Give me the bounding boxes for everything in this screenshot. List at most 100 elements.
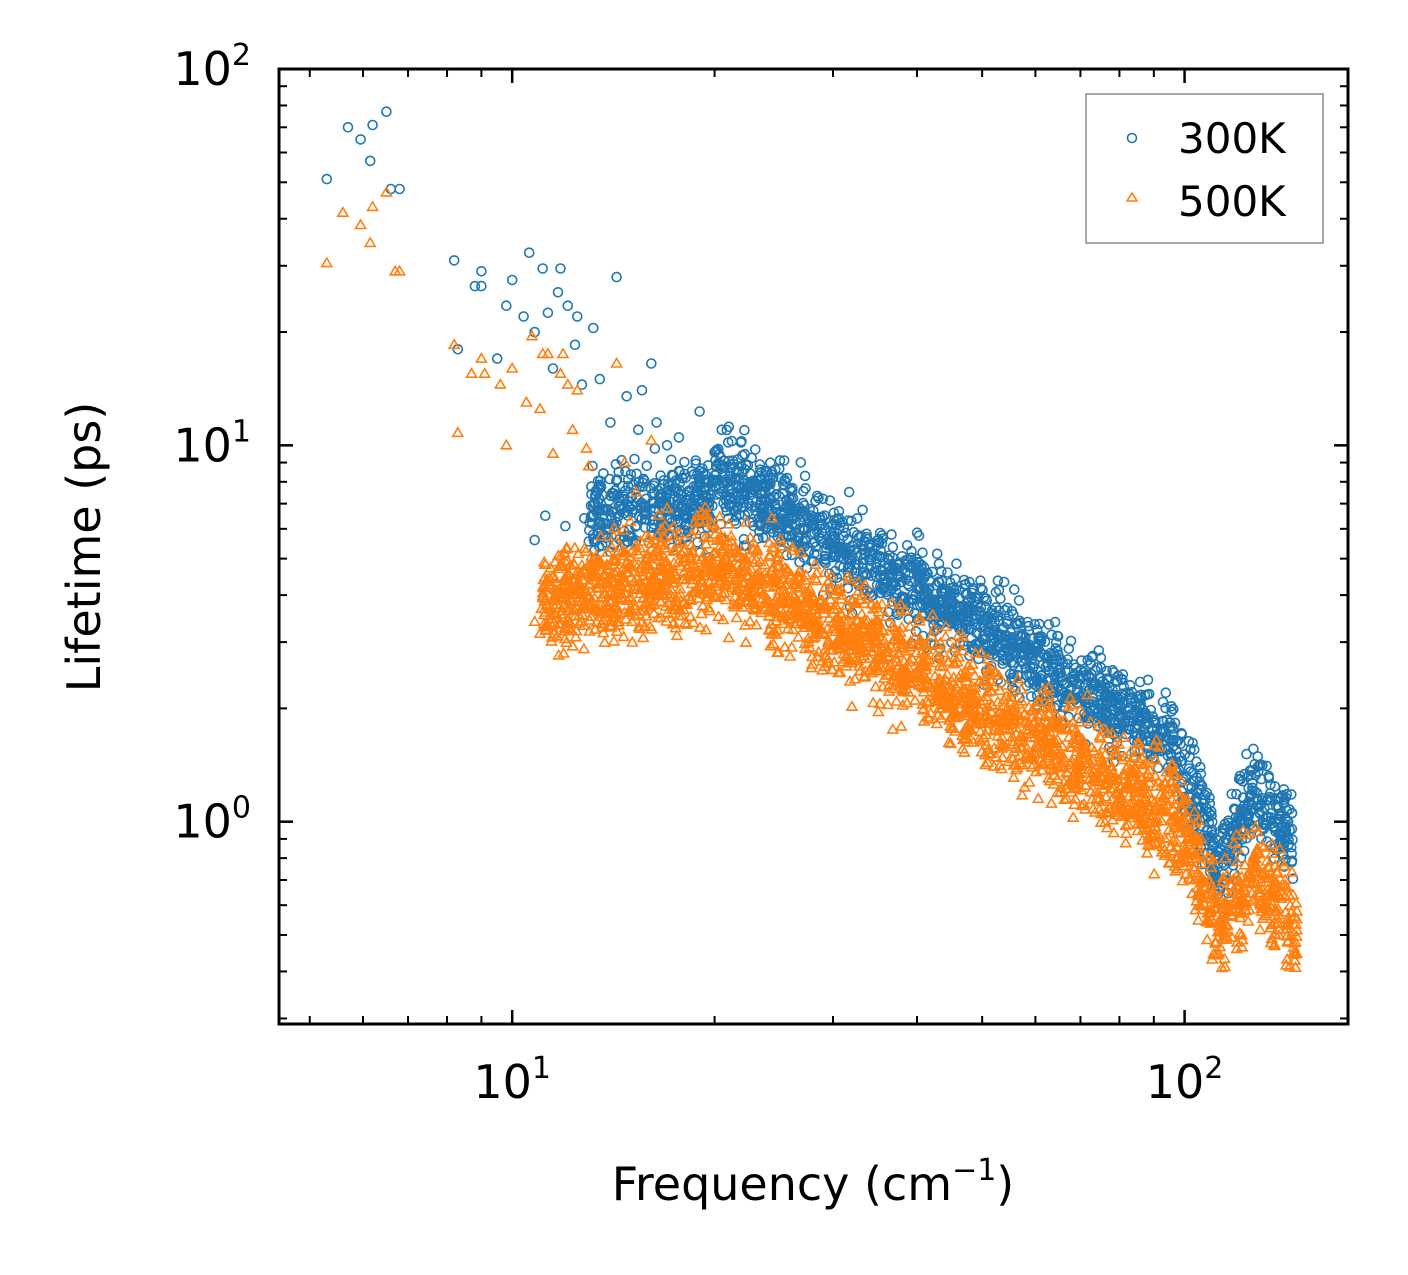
point-500k xyxy=(363,236,377,248)
point-500k xyxy=(927,622,941,634)
point-500k xyxy=(550,587,563,599)
point-500k xyxy=(1119,819,1133,831)
point-300k xyxy=(963,623,975,635)
point-500k xyxy=(770,553,784,565)
point-300k xyxy=(1083,694,1094,706)
point-500k xyxy=(692,584,706,596)
point-500k xyxy=(1214,912,1228,924)
point-300k xyxy=(981,595,993,607)
point-500k xyxy=(979,674,993,685)
point-300k xyxy=(859,548,870,559)
point-500k xyxy=(1081,688,1094,700)
point-500k xyxy=(684,610,697,622)
point-300k xyxy=(662,478,674,490)
point-500k xyxy=(582,459,596,471)
point-500k xyxy=(855,607,869,619)
point-500k xyxy=(835,588,849,600)
point-500k xyxy=(1288,948,1301,959)
point-500k xyxy=(737,557,751,569)
point-500k xyxy=(983,667,997,679)
point-500k xyxy=(1002,723,1016,735)
point-500k xyxy=(778,595,792,607)
point-500k xyxy=(1230,942,1244,954)
point-300k xyxy=(1204,807,1215,819)
point-500k xyxy=(857,670,871,682)
point-300k xyxy=(613,466,625,478)
point-300k xyxy=(587,322,599,334)
point-500k xyxy=(947,671,961,682)
point-500k xyxy=(768,602,781,614)
point-300k xyxy=(1252,801,1263,813)
point-500k xyxy=(699,537,713,549)
point-500k xyxy=(478,367,491,378)
point-500k xyxy=(939,630,952,642)
point-300k xyxy=(993,642,1005,653)
point-500k xyxy=(915,671,929,682)
point-500k xyxy=(831,611,844,623)
point-500k xyxy=(575,558,589,570)
point-300k xyxy=(1008,584,1020,595)
point-500k xyxy=(1006,752,1019,764)
point-500k xyxy=(1096,782,1110,794)
point-500k xyxy=(336,206,350,217)
point-500k xyxy=(451,426,465,438)
point-500k xyxy=(562,568,576,579)
point-500k xyxy=(929,648,943,660)
point-300k xyxy=(723,421,735,433)
point-500k xyxy=(1268,887,1282,899)
point-500k xyxy=(662,567,676,579)
point-300k xyxy=(1287,873,1299,885)
legend-label-300k: 300K xyxy=(1178,114,1287,163)
point-500k xyxy=(850,597,864,609)
point-300k xyxy=(943,606,954,617)
point-300k xyxy=(1013,595,1025,606)
point-500k xyxy=(625,545,638,556)
point-500k xyxy=(818,660,832,671)
point-500k xyxy=(904,634,917,646)
point-300k xyxy=(1006,638,1018,649)
point-300k xyxy=(845,515,857,527)
point-500k xyxy=(687,586,701,598)
point-500k xyxy=(1174,774,1188,786)
point-500k xyxy=(995,739,1009,750)
point-500k xyxy=(1123,798,1137,810)
point-300k xyxy=(850,562,862,574)
point-500k xyxy=(1070,745,1084,757)
point-500k xyxy=(1179,824,1193,836)
point-300k xyxy=(1083,672,1095,683)
point-500k xyxy=(1254,898,1268,910)
point-500k xyxy=(1038,710,1052,722)
point-500k xyxy=(654,584,668,596)
point-300k xyxy=(1241,748,1252,760)
point-300k xyxy=(674,477,686,489)
point-500k xyxy=(1032,695,1046,707)
point-300k xyxy=(901,539,913,551)
point-500k xyxy=(541,347,555,359)
point-500k xyxy=(1105,726,1119,738)
point-500k xyxy=(786,623,800,635)
point-500k xyxy=(1217,923,1230,935)
point-500k xyxy=(671,537,685,549)
point-500k xyxy=(1097,722,1111,734)
point-500k xyxy=(584,600,598,612)
point-300k xyxy=(871,557,882,569)
point-300k xyxy=(1226,788,1237,800)
point-300k xyxy=(1185,744,1196,755)
point-300k xyxy=(1264,791,1275,803)
point-500k xyxy=(570,577,584,588)
point-500k xyxy=(1189,831,1202,843)
point-500k xyxy=(607,521,621,533)
point-500k xyxy=(658,519,672,531)
point-500k xyxy=(1116,753,1130,765)
point-300k xyxy=(1134,700,1146,712)
point-500k xyxy=(845,638,859,650)
point-500k xyxy=(548,606,561,618)
point-500k xyxy=(1217,902,1231,914)
point-300k xyxy=(1268,822,1280,834)
point-500k xyxy=(652,552,666,564)
point-500k xyxy=(853,646,867,658)
point-500k xyxy=(1093,750,1107,762)
point-500k xyxy=(859,670,872,681)
point-500k xyxy=(619,612,633,624)
point-500k xyxy=(1124,745,1138,756)
